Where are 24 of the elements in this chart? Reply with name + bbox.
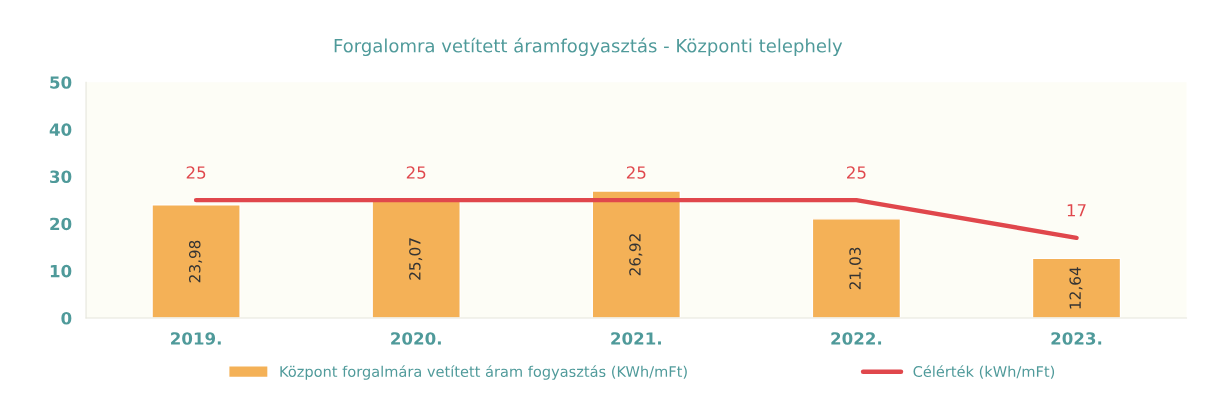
chart-title: Forgalomra vetített áramfogyasztás - Központi telephely	[334, 37, 843, 57]
x-tick-label: 2021.	[611, 332, 661, 345]
data-label: 17	[1067, 204, 1086, 217]
x-tick-label: 2020.	[391, 332, 441, 345]
legend-label: Központ forgalmára vetített áram fogyasztás (KWh/mFt)	[280, 365, 687, 380]
data-label: 25,07	[409, 238, 423, 280]
data-label: 25	[186, 166, 206, 179]
data-label: 25	[847, 166, 866, 179]
data-label: 26,92	[629, 234, 643, 276]
x-tick-label: 2022.	[831, 332, 882, 345]
y-tick-label: 50	[50, 76, 72, 89]
data-label: 12,64	[1069, 267, 1083, 309]
y-tick-label: 20	[50, 217, 72, 231]
data-label: 23,98	[188, 240, 203, 283]
y-tick-label: 0	[61, 311, 72, 325]
x-tick-label: 2019.	[171, 332, 221, 345]
y-tick-label: 40	[49, 123, 72, 136]
y-tick-label: 10	[50, 264, 72, 278]
legend-label: Célérték (kWh/mFt)	[913, 365, 1055, 379]
y-tick-label: 30	[50, 170, 72, 184]
data-label: 25	[626, 166, 646, 179]
data-label: 21,03	[849, 247, 863, 290]
data-label: 25	[406, 166, 426, 179]
x-tick-label: 2023.	[1051, 332, 1102, 345]
